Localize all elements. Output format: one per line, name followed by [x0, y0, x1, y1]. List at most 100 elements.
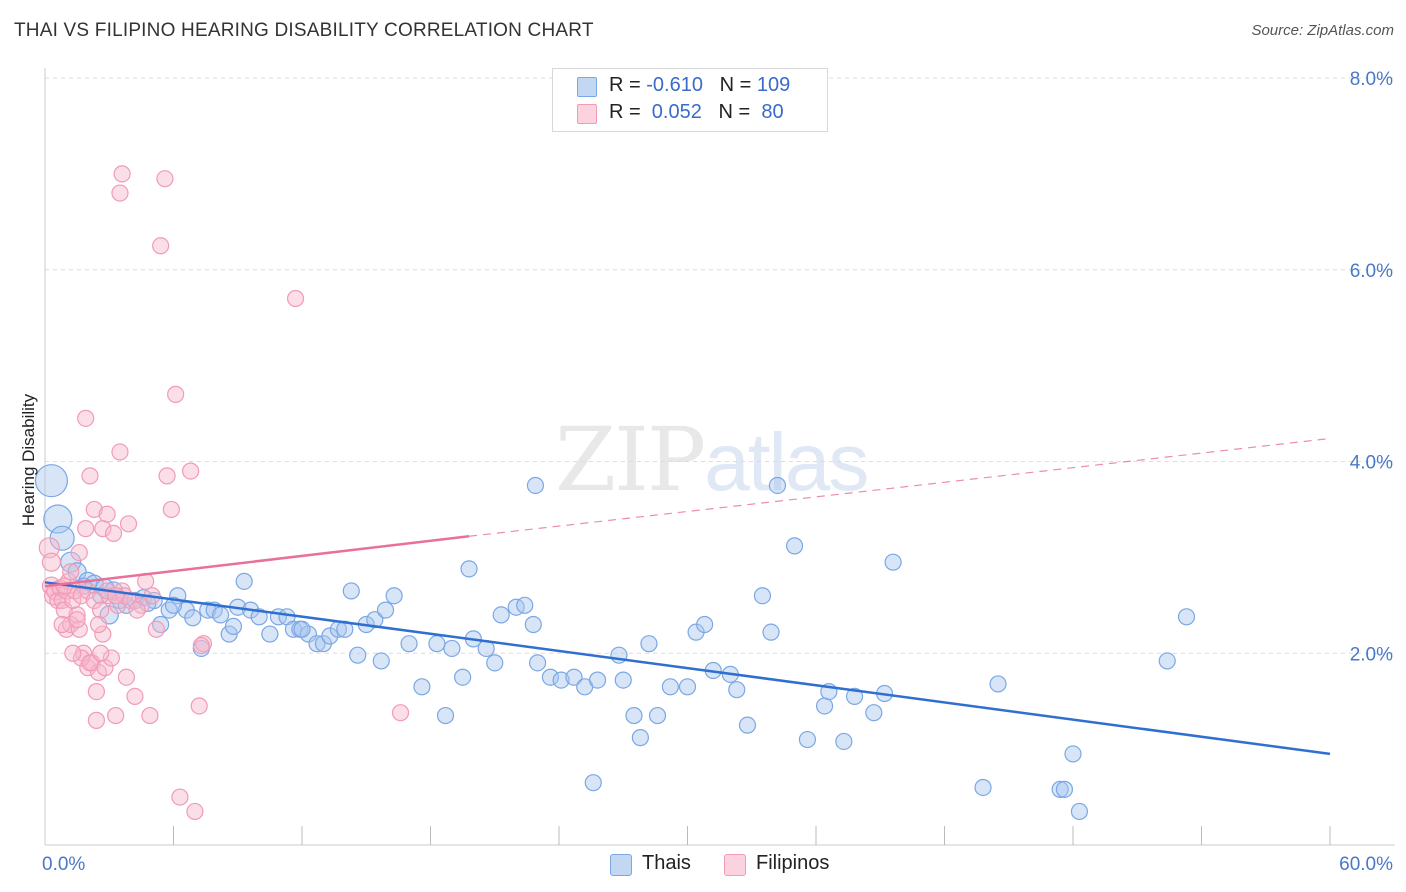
data-point — [865, 704, 883, 722]
trend-lines — [44, 437, 1331, 756]
data-point — [104, 524, 123, 543]
data-point — [81, 467, 99, 485]
data-point — [552, 671, 570, 689]
data-point — [321, 627, 339, 645]
data-point — [224, 617, 243, 636]
data-point — [974, 778, 992, 797]
y-axis-label: Hearing Disability — [19, 393, 38, 526]
data-point — [53, 615, 71, 634]
data-point — [128, 601, 146, 619]
data-point — [92, 644, 110, 662]
data-point — [184, 609, 202, 627]
data-point — [64, 644, 82, 662]
data-point — [41, 552, 62, 572]
data-point — [524, 615, 542, 634]
data-point — [293, 620, 311, 638]
data-point — [70, 543, 88, 562]
data-point — [111, 443, 129, 461]
data-point — [212, 606, 230, 624]
data-point — [349, 646, 367, 664]
data-point — [94, 625, 112, 643]
data-point — [77, 520, 95, 538]
legend-swatch-filipinos — [577, 104, 597, 124]
data-point — [199, 601, 217, 619]
data-point — [454, 668, 472, 686]
data-point — [250, 608, 268, 626]
data-point — [385, 587, 403, 605]
data-point — [141, 706, 159, 725]
data-point — [162, 500, 180, 519]
data-point — [158, 467, 176, 485]
data-point — [164, 596, 183, 614]
legend-text-filipinos: R = 0.052 N = 80 — [609, 101, 784, 123]
data-point — [738, 716, 757, 734]
data-point — [526, 476, 545, 495]
data-point — [661, 678, 679, 696]
data-point — [167, 385, 185, 403]
data-point — [648, 706, 667, 725]
data-point — [1158, 652, 1176, 670]
data-point — [528, 654, 547, 672]
legend-text-thais: R = -0.610 N = 109 — [609, 74, 791, 96]
x-tick-label-min: 0.0% — [42, 854, 85, 875]
data-point — [631, 729, 649, 747]
data-point — [588, 671, 607, 689]
series-filipinos — [38, 165, 410, 821]
data-point — [34, 464, 69, 498]
data-point — [55, 601, 73, 619]
data-point — [428, 635, 446, 653]
watermark-atlas: atlas — [704, 417, 869, 508]
data-point — [753, 587, 772, 605]
data-point — [68, 606, 86, 624]
data-point — [768, 476, 787, 495]
data-point — [989, 675, 1007, 693]
data-point — [1177, 608, 1196, 626]
y-tick-label: 4.0% — [1350, 453, 1393, 474]
trend-line-filipinos — [44, 535, 470, 588]
data-point — [640, 635, 658, 653]
data-point — [113, 165, 131, 183]
correlation-legend: R = -0.610 N = 109 R = 0.052 N = 80 — [552, 68, 828, 132]
y-tick-label: 2.0% — [1350, 644, 1393, 665]
legend-label-thais: Thais — [642, 852, 691, 874]
data-point — [87, 682, 106, 701]
data-point — [492, 606, 510, 624]
data-point — [87, 711, 106, 729]
data-point — [443, 639, 461, 658]
y-tick-label: 8.0% — [1350, 69, 1393, 90]
data-point — [107, 706, 125, 725]
data-point — [584, 774, 602, 792]
data-point — [261, 625, 279, 643]
legend-swatch-filipinos-bottom — [724, 854, 746, 876]
data-point — [696, 615, 714, 634]
data-point — [156, 170, 174, 188]
grid-lines — [45, 77, 1395, 654]
y-tick-label: 6.0% — [1350, 261, 1393, 282]
data-point — [1051, 780, 1069, 798]
trend-line-filipinos-extension — [468, 437, 1331, 537]
data-point — [372, 652, 390, 670]
data-point — [413, 678, 431, 696]
data-point — [486, 654, 504, 672]
data-point — [565, 668, 583, 686]
data-point — [98, 505, 116, 523]
data-point — [1055, 780, 1074, 798]
data-point — [38, 537, 60, 559]
data-point — [376, 601, 395, 619]
legend-label-filipinos: Filipinos — [756, 852, 830, 874]
data-point — [1070, 802, 1089, 821]
data-point — [815, 697, 834, 715]
data-point — [516, 596, 534, 614]
watermark: ZIPatlas — [555, 408, 869, 511]
tick-labels: 2.0% 4.0% 6.0% 8.0% 0.0% 60.0% — [42, 69, 1393, 875]
data-point — [89, 615, 108, 634]
data-point — [400, 635, 418, 653]
x-tick-label-max: 60.0% — [1339, 854, 1393, 875]
data-point — [460, 560, 478, 578]
data-point — [1064, 745, 1082, 763]
data-point — [342, 582, 360, 600]
data-point — [884, 553, 902, 571]
trend-line-thais — [44, 581, 1331, 756]
data-point — [62, 563, 80, 581]
